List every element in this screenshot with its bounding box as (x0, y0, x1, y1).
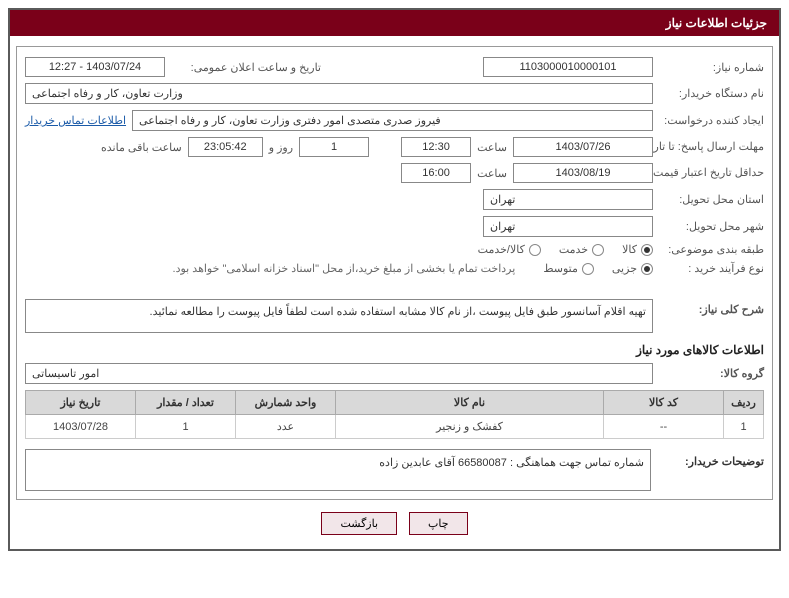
th-row: ردیف (724, 391, 764, 415)
cell-row: 1 (724, 415, 764, 439)
row-city: شهر محل تحویل: تهران (25, 216, 764, 237)
th-unit: واحد شمارش (236, 391, 336, 415)
buyer-contact-link[interactable]: اطلاعات تماس خریدار (25, 114, 126, 127)
price-validity-label: حداقل تاریخ اعتبار قیمت: تا تاریخ: (659, 166, 764, 180)
radio-partial-label: جزیی (612, 262, 637, 275)
reply-time-label: ساعت (477, 141, 507, 154)
page-title: جزئیات اطلاعات نیاز (666, 16, 767, 30)
payment-note: پرداخت تمام یا بخشی از مبلغ خرید،از محل … (173, 262, 516, 275)
cell-name: کفشک و زنجیر (336, 415, 604, 439)
th-qty: تعداد / مقدار (136, 391, 236, 415)
radio-dot-icon (582, 263, 594, 275)
buyer-org-value: وزارت تعاون، کار و رفاه اجتماعی (25, 83, 653, 104)
th-code: کد کالا (604, 391, 724, 415)
desc-text: تهیه اقلام آسانسور طبق فایل پیوست ،از نا… (25, 299, 653, 333)
row-need-number: شماره نیاز: 1103000010000101 تاریخ و ساع… (25, 57, 764, 77)
row-category: طبقه بندی موضوعی: کالا خدمت کالا/خدمت (25, 243, 764, 256)
buyer-notes-label: توضیحات خریدار: (659, 449, 764, 491)
radio-both[interactable]: کالا/خدمت (478, 243, 541, 256)
desc-label: شرح کلی نیاز: (659, 299, 764, 316)
row-reply-deadline: مهلت ارسال پاسخ: تا تاریخ: 1403/07/26 سا… (25, 137, 764, 157)
row-buyer-org: نام دستگاه خریدار: وزارت تعاون، کار و رف… (25, 83, 764, 104)
need-no-label: شماره نیاز: (659, 61, 764, 74)
cell-code: -- (604, 415, 724, 439)
radio-dot-icon (592, 244, 604, 256)
category-label: طبقه بندی موضوعی: (659, 243, 764, 256)
days-and-label: روز و (269, 141, 293, 154)
goods-section-title: اطلاعات کالاهای مورد نیاز (25, 343, 764, 357)
reply-deadline-label: مهلت ارسال پاسخ: تا تاریخ: (659, 140, 764, 154)
reply-time: 12:30 (401, 137, 471, 157)
buyer-org-label: نام دستگاه خریدار: (659, 87, 764, 100)
announce-label: تاریخ و ساعت اعلان عمومی: (171, 61, 321, 74)
province-label: استان محل تحویل: (659, 193, 764, 206)
radio-dot-icon (529, 244, 541, 256)
radio-dot-icon (641, 263, 653, 275)
radio-service-label: خدمت (559, 243, 588, 256)
days-remaining: 1 (299, 137, 369, 157)
city-label: شهر محل تحویل: (659, 220, 764, 233)
time-remaining: 23:05:42 (188, 137, 263, 157)
remaining-label: ساعت باقی مانده (101, 141, 182, 154)
goods-table: ردیف کد کالا نام کالا واحد شمارش تعداد /… (25, 390, 764, 439)
radio-both-label: کالا/خدمت (478, 243, 525, 256)
category-radio-group: کالا خدمت کالا/خدمت (478, 243, 653, 256)
city-value: تهران (483, 216, 653, 237)
page-header: جزئیات اطلاعات نیاز (10, 10, 779, 36)
radio-medium-label: متوسط (543, 262, 578, 275)
price-time-label: ساعت (477, 167, 507, 180)
th-date: تاریخ نیاز (26, 391, 136, 415)
row-price-validity: حداقل تاریخ اعتبار قیمت: تا تاریخ: 1403/… (25, 163, 764, 183)
price-date: 1403/08/19 (513, 163, 653, 183)
table-header-row: ردیف کد کالا نام کالا واحد شمارش تعداد /… (26, 391, 764, 415)
back-button[interactable]: بازگشت (321, 512, 397, 535)
radio-goods-label: کالا (622, 243, 637, 256)
row-process-type: نوع فرآیند خرید : جزیی متوسط پرداخت تمام… (25, 262, 764, 275)
radio-service[interactable]: خدمت (559, 243, 604, 256)
radio-medium[interactable]: متوسط (543, 262, 594, 275)
group-label: گروه کالا: (659, 367, 764, 380)
row-buyer-notes: توضیحات خریدار: شماره تماس جهت هماهنگی :… (25, 449, 764, 491)
row-description: شرح کلی نیاز: تهیه اقلام آسانسور طبق فای… (25, 299, 764, 333)
process-radio-group: جزیی متوسط (543, 262, 653, 275)
radio-dot-icon (641, 244, 653, 256)
row-province: استان محل تحویل: تهران (25, 189, 764, 210)
price-time: 16:00 (401, 163, 471, 183)
province-value: تهران (483, 189, 653, 210)
cell-qty: 1 (136, 415, 236, 439)
process-label: نوع فرآیند خرید : (659, 262, 764, 275)
row-requester: ایجاد کننده درخواست: فیروز صدری متصدی ام… (25, 110, 764, 131)
details-panel: شماره نیاز: 1103000010000101 تاریخ و ساع… (16, 46, 773, 500)
requester-value: فیروز صدری متصدی امور دفتری وزارت تعاون،… (132, 110, 653, 131)
th-name: نام کالا (336, 391, 604, 415)
need-no-value: 1103000010000101 (483, 57, 653, 77)
requester-label: ایجاد کننده درخواست: (659, 114, 764, 127)
cell-unit: عدد (236, 415, 336, 439)
buyer-notes-text: شماره تماس جهت هماهنگی : 66580087 آقای ع… (25, 449, 651, 491)
group-value: امور تاسیساتی (25, 363, 653, 384)
reply-date: 1403/07/26 (513, 137, 653, 157)
row-goods-group: گروه کالا: امور تاسیساتی (25, 363, 764, 384)
button-row: چاپ بازگشت (16, 500, 773, 539)
cell-date: 1403/07/28 (26, 415, 136, 439)
announce-value: 1403/07/24 - 12:27 (25, 57, 165, 77)
table-row: 1 -- کفشک و زنجیر عدد 1 1403/07/28 (26, 415, 764, 439)
print-button[interactable]: چاپ (409, 512, 468, 535)
main-frame: جزئیات اطلاعات نیاز AriaTender.net شماره… (8, 8, 781, 551)
radio-partial[interactable]: جزیی (612, 262, 653, 275)
radio-goods[interactable]: کالا (622, 243, 653, 256)
